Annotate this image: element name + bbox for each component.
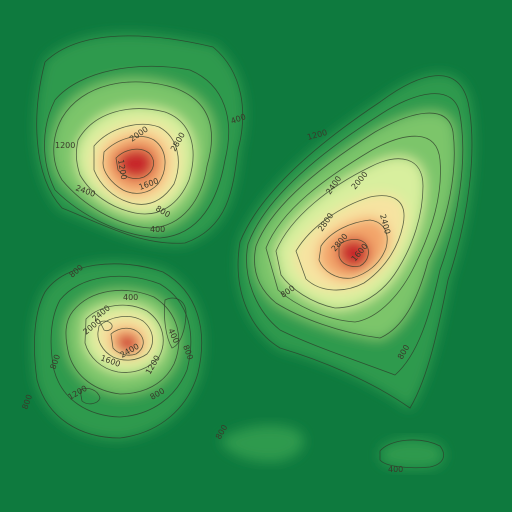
label-a8: 400	[150, 225, 165, 234]
label-a1: 1200	[55, 141, 75, 150]
label-c2: 400	[123, 293, 138, 302]
islet-bottom-right	[379, 438, 445, 469]
island-right	[237, 73, 474, 411]
island-bottom-left	[32, 261, 204, 440]
label-a4: 1200	[116, 159, 128, 181]
label-d2: 400	[388, 465, 403, 474]
islet-bottom-center	[220, 425, 304, 462]
island-top-left	[35, 33, 245, 246]
